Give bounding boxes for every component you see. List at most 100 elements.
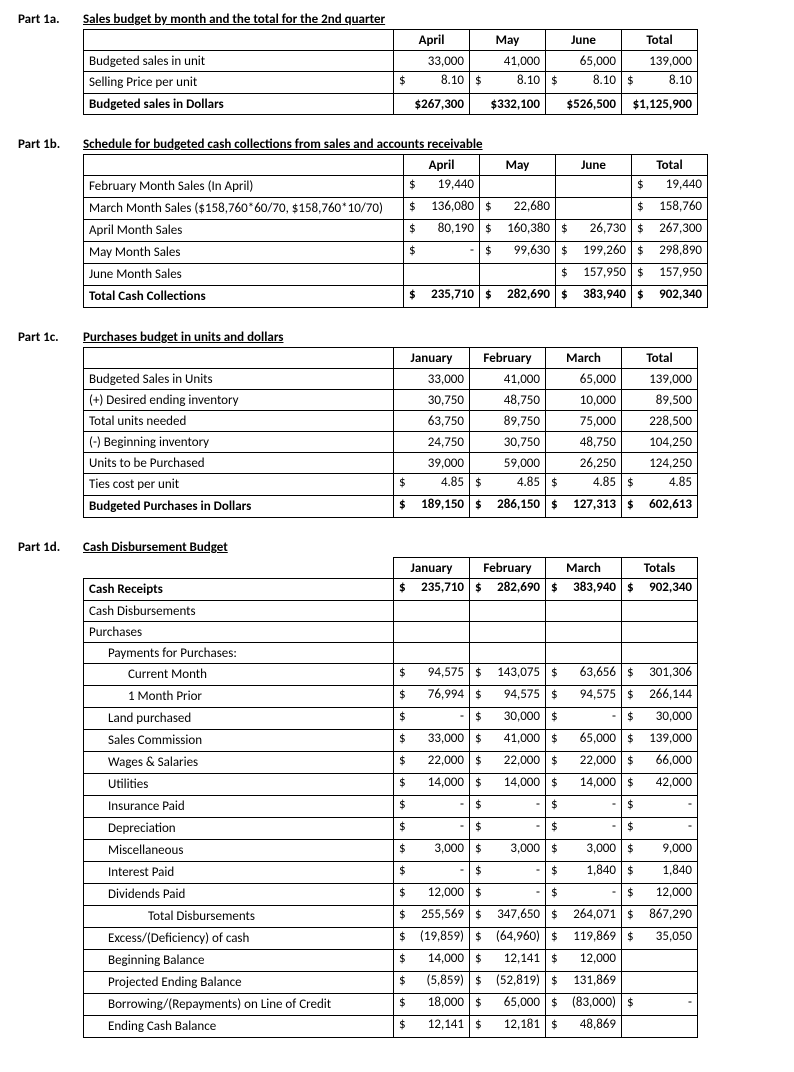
- table-header-row: AprilMayJuneTotal: [84, 155, 708, 176]
- cell: [480, 176, 556, 198]
- cell: $-: [394, 862, 470, 884]
- cell: $12,000: [546, 950, 622, 972]
- row-label: Payments for Purchases:: [84, 643, 394, 664]
- cell: $-: [470, 884, 546, 906]
- cell: [622, 950, 698, 972]
- cell: $63,656: [546, 664, 622, 686]
- cell: $(5,859): [394, 972, 470, 994]
- cell: [394, 601, 470, 622]
- cell: [470, 643, 546, 664]
- cell: $22,680: [480, 198, 556, 220]
- cell: $(83,000): [546, 994, 622, 1016]
- table-row: Wages & Salaries$22,000$22,000$22,000$66…: [84, 752, 698, 774]
- cell: $119,869: [546, 928, 622, 950]
- cell: $65,000: [470, 994, 546, 1016]
- cell: [394, 643, 470, 664]
- row-label: Miscellaneous: [84, 840, 394, 862]
- cell: $35,050: [622, 928, 698, 950]
- col-header: Totals: [622, 558, 698, 579]
- cell: 48,750: [470, 390, 546, 411]
- cell: $3,000: [470, 840, 546, 862]
- table-row: Total Disbursements$255,569$347,650$264,…: [84, 906, 698, 928]
- part-title: Schedule for budgeted cash collections f…: [83, 137, 483, 152]
- cell: $4.85: [470, 474, 546, 496]
- cell: $14,000: [546, 774, 622, 796]
- cell: $131,869: [546, 972, 622, 994]
- cell: $157,950: [556, 264, 632, 286]
- cell: $12,000: [394, 884, 470, 906]
- col-header: Total: [622, 30, 698, 51]
- table-row: February Month Sales (In April)$19,440$1…: [84, 176, 708, 198]
- row-label: April Month Sales: [84, 220, 404, 242]
- cell: $-: [394, 708, 470, 730]
- cell: $-: [546, 818, 622, 840]
- row-label: Land purchased: [84, 708, 394, 730]
- table-row: Cash Receipts$235,710$282,690$383,940$90…: [84, 579, 698, 601]
- cell: $383,940: [556, 286, 632, 308]
- table-row: Sales Commission$33,000$41,000$65,000$13…: [84, 730, 698, 752]
- col-header: January: [394, 348, 470, 369]
- section-p1b: Part 1b.Schedule for budgeted cash colle…: [18, 137, 776, 308]
- col-header: Total: [622, 348, 698, 369]
- table-row: (-) Beginning inventory24,75030,75048,75…: [84, 432, 698, 453]
- part-title: Sales budget by month and the total for …: [83, 12, 385, 27]
- cell: $282,690: [480, 286, 556, 308]
- table-row: May Month Sales$-$99,630$199,260$298,890: [84, 242, 708, 264]
- cell: $235,710: [394, 579, 470, 601]
- table-row: Total Cash Collections$235,710$282,690$3…: [84, 286, 708, 308]
- cell: 228,500: [622, 411, 698, 432]
- cell: $12,141: [470, 950, 546, 972]
- table-row: Borrowing/(Repayments) on Line of Credit…: [84, 994, 698, 1016]
- cell: $139,000: [622, 730, 698, 752]
- col-header: January: [394, 558, 470, 579]
- col-header: February: [470, 348, 546, 369]
- cell: $902,340: [622, 579, 698, 601]
- cell: $8.10: [546, 72, 622, 94]
- table-p1a: AprilMayJuneTotalBudgeted sales in unit3…: [83, 29, 698, 115]
- table-row: Projected Ending Balance$(5,859)$(52,819…: [84, 972, 698, 994]
- cell: $12,181: [470, 1016, 546, 1038]
- cell: $286,150: [470, 496, 546, 518]
- row-label: Budgeted Sales in Units: [84, 369, 394, 390]
- cell: $127,313: [546, 496, 622, 518]
- cell: $4.85: [394, 474, 470, 496]
- cell: $80,190: [404, 220, 480, 242]
- cell: $33,000: [394, 730, 470, 752]
- cell: $8.10: [470, 72, 546, 94]
- cell: $30,000: [622, 708, 698, 730]
- cell: $14,000: [394, 774, 470, 796]
- col-header: May: [470, 30, 546, 51]
- cell: $4.85: [622, 474, 698, 496]
- table-row: Selling Price per unit$8.10$8.10$8.10$8.…: [84, 72, 698, 94]
- row-label: Interest Paid: [84, 862, 394, 884]
- row-label: Total Cash Collections: [84, 286, 404, 308]
- cell: 63,750: [394, 411, 470, 432]
- cell: [470, 622, 546, 643]
- cell: $199,260: [556, 242, 632, 264]
- cell: $99,630: [480, 242, 556, 264]
- cell: $383,940: [546, 579, 622, 601]
- cell: $-: [546, 884, 622, 906]
- cell: $301,306: [622, 664, 698, 686]
- table-row: Budgeted Purchases in Dollars$189,150$28…: [84, 496, 698, 518]
- cell: $136,080: [404, 198, 480, 220]
- cell: $41,000: [470, 730, 546, 752]
- col-header: June: [556, 155, 632, 176]
- section-header: Part 1a.Sales budget by month and the to…: [18, 12, 776, 27]
- cell: 124,250: [622, 453, 698, 474]
- cell: $94,575: [470, 686, 546, 708]
- cell: 33,000: [394, 369, 470, 390]
- cell: 139,000: [622, 369, 698, 390]
- row-label: Cash Disbursements: [84, 601, 394, 622]
- col-header: Total: [632, 155, 708, 176]
- cell: $-: [622, 796, 698, 818]
- row-label: Total units needed: [84, 411, 394, 432]
- table-row: Current Month$94,575$143,075$63,656$301,…: [84, 664, 698, 686]
- row-label: (+) Desired ending inventory: [84, 390, 394, 411]
- cell: $(52,819): [470, 972, 546, 994]
- row-label: Excess/(Deficiency) of cash: [84, 928, 394, 950]
- cell: $22,000: [546, 752, 622, 774]
- cell: $18,000: [394, 994, 470, 1016]
- cell: $602,613: [622, 496, 698, 518]
- cell: [404, 264, 480, 286]
